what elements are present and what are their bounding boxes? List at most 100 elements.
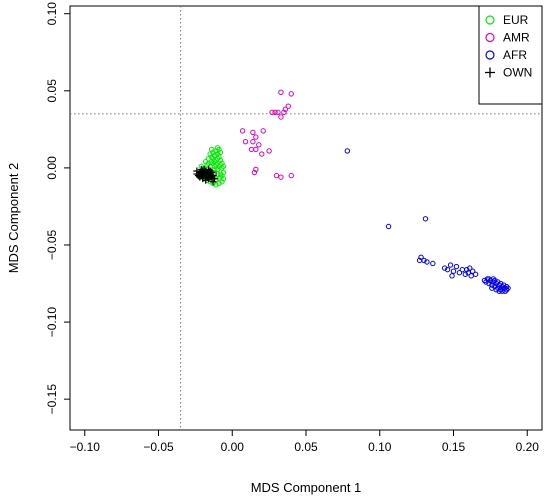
point-own	[209, 172, 217, 180]
point-eur	[219, 179, 225, 185]
point-afr	[459, 266, 466, 273]
point-afr	[496, 288, 502, 294]
point-eur	[208, 159, 215, 165]
reference-lines	[70, 6, 542, 430]
point-amr	[253, 134, 259, 140]
x-tick-label: 0.20	[516, 440, 540, 454]
point-own	[205, 175, 213, 183]
point-eur	[207, 151, 213, 157]
point-afr	[502, 285, 508, 291]
legend-marker-eur	[485, 15, 495, 25]
point-afr	[441, 265, 448, 271]
point-own	[199, 169, 207, 177]
point-eur	[213, 148, 219, 154]
point-afr	[450, 268, 457, 274]
y-tick-label: −0.10	[45, 307, 59, 338]
legend-marker-afr	[485, 50, 495, 60]
point-amr	[250, 138, 256, 145]
point-amr	[278, 174, 284, 180]
point-own	[209, 178, 217, 186]
point-afr	[422, 216, 429, 222]
point-eur	[214, 145, 221, 151]
point-afr	[462, 271, 468, 277]
point-eur	[216, 146, 222, 153]
legend-label-eur: EUR	[503, 13, 529, 27]
x-tick-label: 0.15	[442, 440, 466, 454]
point-afr	[502, 288, 508, 294]
point-eur	[214, 166, 221, 173]
point-amr	[269, 109, 275, 116]
point-own	[206, 167, 214, 175]
point-afr	[344, 148, 350, 154]
point-amr	[266, 148, 272, 154]
point-afr	[430, 260, 436, 267]
point-afr	[490, 276, 497, 282]
point-afr	[498, 280, 504, 287]
x-tick-label: 0.05	[294, 440, 318, 454]
point-amr	[278, 89, 284, 96]
series-amr	[211, 89, 294, 180]
point-amr	[273, 172, 280, 179]
y-axis-title: MDS Component 2	[6, 163, 21, 274]
point-afr	[449, 273, 455, 279]
x-axis: −0.10 −0.05 0.00 0.05 0.10 0.15 0.20	[70, 430, 540, 454]
point-amr	[242, 138, 249, 145]
point-eur	[211, 152, 218, 159]
point-afr	[492, 277, 498, 284]
point-eur	[220, 175, 227, 182]
point-eur	[219, 172, 225, 179]
y-tick-label: −0.05	[45, 229, 59, 260]
point-afr	[418, 254, 424, 261]
point-own	[205, 169, 213, 177]
point-eur	[210, 155, 216, 162]
point-amr	[239, 128, 246, 134]
point-afr	[456, 270, 463, 276]
series-own	[193, 165, 219, 186]
point-amr	[259, 151, 265, 157]
point-afr	[453, 263, 460, 270]
point-amr	[275, 109, 281, 116]
point-own	[206, 173, 214, 181]
point-eur	[216, 154, 222, 160]
point-own	[211, 175, 219, 183]
point-eur	[208, 146, 215, 153]
legend-box	[478, 5, 543, 105]
legend-label-own: OWN	[503, 66, 532, 80]
point-amr	[288, 91, 294, 97]
x-tick-label: −0.05	[143, 440, 174, 454]
y-tick-label: −0.15	[45, 384, 59, 415]
point-amr	[285, 103, 291, 109]
point-afr	[481, 277, 488, 284]
point-afr	[447, 262, 454, 268]
point-eur	[214, 160, 221, 166]
legend-marker-amr	[485, 32, 495, 43]
point-afr	[416, 257, 423, 264]
point-afr	[468, 273, 474, 279]
series-afr	[344, 148, 511, 294]
point-afr	[495, 279, 501, 285]
point-afr	[483, 279, 489, 285]
point-amr	[288, 172, 294, 179]
point-own	[202, 176, 210, 184]
point-amr	[251, 169, 258, 176]
y-tick-label: 0.05	[45, 79, 59, 103]
y-tick-label: 0.00	[45, 156, 59, 180]
point-eur	[220, 163, 227, 170]
plot-border	[69, 5, 543, 431]
point-afr	[493, 286, 499, 293]
point-afr	[472, 271, 479, 277]
point-afr	[503, 283, 510, 290]
point-afr	[492, 283, 498, 290]
point-eur	[217, 174, 224, 180]
point-eur	[217, 149, 224, 156]
point-amr	[248, 146, 255, 153]
point-afr	[505, 285, 511, 291]
point-eur	[205, 160, 212, 166]
legend-marker-own	[485, 67, 495, 78]
point-eur	[210, 149, 216, 156]
point-own	[202, 170, 210, 178]
x-axis-title: MDS Component 1	[251, 480, 362, 495]
legend-label-amr: AMR	[503, 31, 530, 45]
point-afr	[467, 265, 473, 271]
